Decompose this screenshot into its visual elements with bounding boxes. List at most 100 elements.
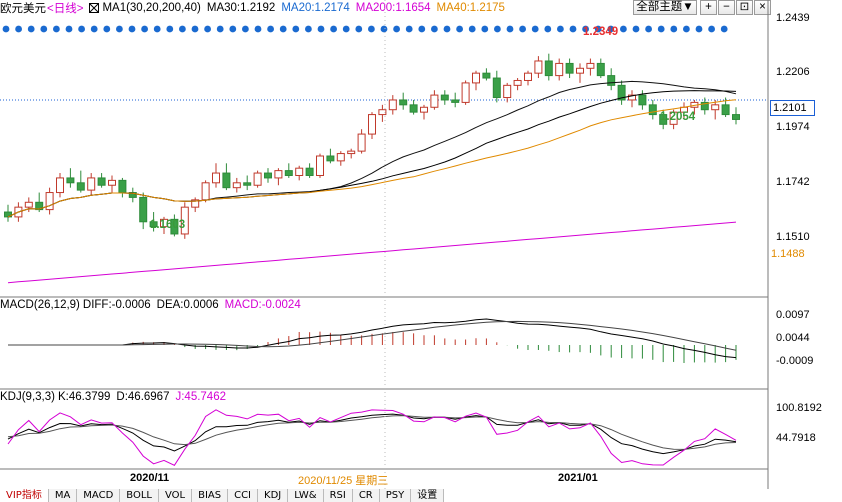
restore-button[interactable]: ⊡ — [736, 0, 753, 15]
candle-body — [45, 192, 54, 211]
candle-body — [191, 199, 200, 208]
candle-body — [628, 94, 636, 101]
recent-low-annotation: 1.2054 — [660, 111, 696, 123]
event-dot — [15, 25, 22, 33]
tab-bias[interactable]: BIAS — [192, 489, 229, 502]
event-dot — [317, 25, 325, 33]
candle-body — [607, 75, 616, 86]
event-dot — [607, 25, 615, 33]
macd-value: MACD:-0.0024 — [224, 299, 301, 311]
event-dot — [582, 25, 589, 33]
y-tick: 1.1742 — [776, 176, 810, 188]
candle-body — [87, 177, 96, 191]
event-dot — [153, 25, 161, 33]
ma200-value: MA200:1.1654 — [355, 2, 431, 14]
candle-body — [305, 167, 314, 176]
event-dot — [128, 25, 136, 33]
event-dot — [279, 25, 287, 33]
candle-body — [336, 153, 345, 162]
macd-y-tick: 0.0044 — [776, 332, 810, 344]
macd-diff: DIFF:-0.0006 — [82, 299, 151, 311]
candle-body — [232, 182, 241, 189]
kdj-legend: KDJ(9,3,3) K:46.3799 D:46.6967 J:45.7462 — [0, 389, 226, 405]
tab-cci[interactable]: CCI — [228, 489, 259, 502]
event-dot — [166, 25, 174, 33]
event-dot — [620, 25, 627, 33]
candle-body — [35, 201, 44, 211]
candle-body — [347, 150, 356, 155]
y-tick: 1.2206 — [776, 66, 810, 78]
candle-body — [274, 170, 283, 179]
event-dot — [683, 25, 690, 33]
event-dot — [380, 25, 388, 33]
zoom-in-button[interactable]: + — [700, 0, 717, 15]
tab-ma[interactable]: MA — [48, 489, 78, 502]
tab-kdj[interactable]: KDJ — [258, 489, 289, 502]
theme-dropdown-button[interactable]: 全部主题▼ — [633, 0, 697, 15]
candle-body — [295, 167, 304, 176]
kdj-j-line — [7, 409, 737, 466]
event-dot — [368, 25, 375, 33]
kdj-k: K:46.3799 — [57, 391, 111, 403]
event-dot — [65, 25, 73, 33]
ma40-value: MA40:1.2175 — [436, 2, 505, 14]
candle-body — [180, 206, 189, 235]
candle-body — [368, 114, 376, 135]
event-dot — [116, 25, 123, 33]
candle-body — [555, 62, 564, 77]
low-annotation: 1.1603 — [150, 219, 186, 231]
macd-y-tick: 0.0097 — [776, 309, 810, 321]
kdj-d-line — [7, 415, 737, 450]
candle-body — [399, 99, 408, 106]
tab-cr[interactable]: CR — [352, 489, 380, 502]
tab-lw[interactable]: LW& — [288, 489, 324, 502]
macd-legend: MACD(26,12,9) DIFF:-0.0006 DEA:0.0006 MA… — [0, 297, 301, 313]
event-dot — [506, 25, 514, 33]
ma40-line — [7, 99, 737, 218]
event-dot — [53, 25, 60, 33]
kdj-series — [7, 409, 737, 466]
y-tick: 1.1510 — [776, 231, 810, 243]
tab-macd[interactable]: MACD — [77, 489, 121, 502]
candle-body — [440, 94, 449, 101]
event-dot — [708, 25, 715, 33]
event-dot — [242, 25, 249, 33]
tab-rsi[interactable]: RSI — [323, 489, 353, 502]
candle-body — [596, 62, 605, 77]
indicator-tabs: VIP指标 MA MACD BOLL VOL BIAS CCI KDJ LW& … — [0, 489, 842, 502]
event-dot — [594, 25, 602, 33]
candle-body — [139, 196, 148, 223]
kdj-k-line — [7, 413, 737, 455]
ma30-value: MA30:1.2192 — [206, 2, 276, 14]
date-label: 2021/01 — [558, 472, 598, 484]
candle-body — [534, 60, 543, 74]
event-dot — [229, 25, 237, 33]
candle-body — [212, 172, 220, 184]
close-button[interactable]: × — [754, 0, 771, 15]
ma200-price-label: 1.1488 — [771, 248, 805, 260]
y-tick: 1.2439 — [776, 12, 810, 24]
event-dot — [355, 25, 363, 33]
event-dot — [267, 25, 274, 33]
cursor-date-label: 2020/11/25 星期三 — [298, 475, 389, 487]
period-selector[interactable]: <日线> — [47, 3, 84, 15]
tab-psy[interactable]: PSY — [379, 489, 412, 502]
event-dot — [305, 25, 312, 33]
kdj-j: J:45.7462 — [175, 391, 226, 403]
macd-dea: DEA:0.0006 — [156, 299, 219, 311]
tab-vol[interactable]: VOL — [158, 489, 193, 502]
candle-body — [128, 192, 137, 198]
date-label: 2020/11 — [130, 472, 170, 484]
tab-boll[interactable]: BOLL — [120, 489, 159, 502]
chart-canvas[interactable] — [0, 0, 842, 489]
high-annotation: 1.2349 — [583, 26, 619, 38]
event-dot — [40, 25, 48, 33]
tab-vip[interactable]: VIP指标 — [0, 489, 49, 502]
tab-settings[interactable]: 设置 — [411, 489, 445, 502]
kdj-y-tick: 100.8192 — [776, 402, 822, 414]
candle-body — [357, 133, 366, 152]
event-dot — [443, 25, 451, 33]
event-dot — [393, 25, 400, 33]
zoom-out-button[interactable]: − — [718, 0, 735, 15]
candle-body — [576, 67, 584, 74]
